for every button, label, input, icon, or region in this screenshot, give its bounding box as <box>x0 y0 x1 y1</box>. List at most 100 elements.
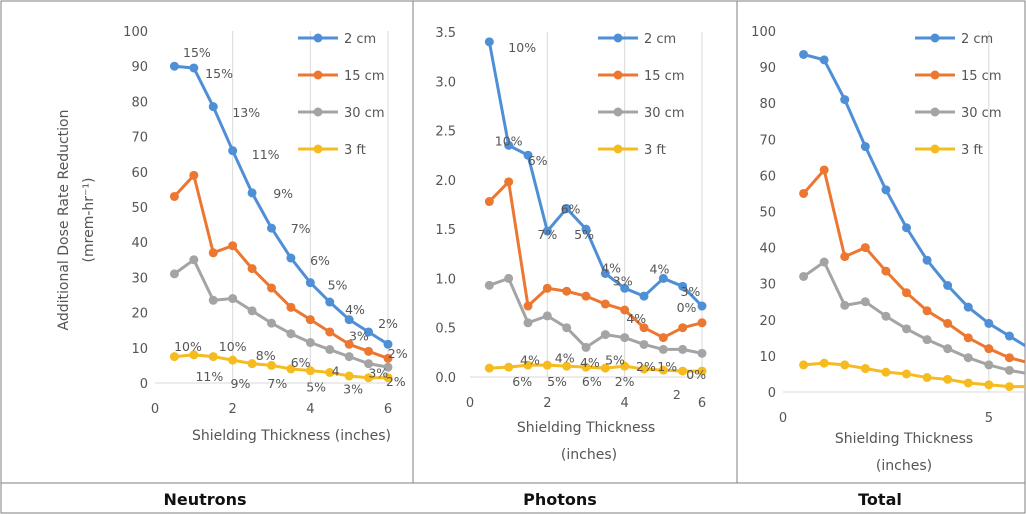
chart-neutrons: 0 10 20 30 40 50 60 70 80 90 100 0 2 4 6 Shielding Thic… <box>56 25 408 444</box>
data-point <box>344 315 354 325</box>
data-point <box>325 345 335 355</box>
data-label: 2% <box>386 374 406 389</box>
data-point <box>267 283 276 293</box>
data-point <box>840 252 850 262</box>
data-label: 6% <box>528 153 548 168</box>
data-label: 6% <box>561 201 581 216</box>
data-point <box>819 257 829 267</box>
data-point <box>484 363 494 373</box>
data-label: 3% <box>680 284 700 299</box>
data-point <box>620 305 630 315</box>
x-axis-title: Shielding Thickness <box>835 431 973 447</box>
data-point <box>169 61 179 71</box>
data-point <box>267 318 276 328</box>
plot-area <box>484 37 707 376</box>
data-point <box>600 269 610 278</box>
legend-label: 15 cm <box>644 69 685 84</box>
data-point <box>963 378 973 388</box>
y-tick-label: 20 <box>759 314 776 329</box>
data-point <box>247 188 257 198</box>
data-point <box>799 188 809 198</box>
data-label: 2 <box>673 387 681 402</box>
data-point <box>963 333 973 343</box>
y-tick-label: 50 <box>759 206 776 221</box>
y-tick-label: 70 <box>759 133 776 148</box>
data-point <box>286 364 296 374</box>
data-point <box>383 339 393 349</box>
data-point <box>943 281 953 291</box>
data-point <box>542 226 552 236</box>
data-point <box>840 300 850 310</box>
data-point <box>247 359 257 369</box>
data-point <box>228 355 238 365</box>
data-point <box>364 373 374 383</box>
y-tick-label: 80 <box>759 97 776 112</box>
data-point <box>881 185 891 195</box>
data-point <box>600 363 610 373</box>
y-tick-label: 10 <box>131 342 148 357</box>
data-point <box>228 146 238 156</box>
data-point <box>620 361 630 371</box>
data-point <box>581 342 591 352</box>
data-point <box>364 346 374 356</box>
x-axis-title-line2: (inches) <box>561 447 617 463</box>
data-point <box>1004 382 1014 392</box>
x-tick-label: 6 <box>384 402 392 417</box>
data-point <box>678 281 688 291</box>
data-label: 9% <box>231 376 251 391</box>
data-point <box>504 362 514 372</box>
y-tick-label: 2.5 <box>435 125 456 140</box>
caption-neutrons: Neutrons <box>163 490 246 509</box>
data-point <box>228 294 238 304</box>
legend-label: 2 cm <box>961 32 993 47</box>
y-tick-label: 0.0 <box>435 371 456 386</box>
data-point <box>881 311 891 321</box>
data-point <box>697 366 707 376</box>
y-tick-label: 30 <box>131 271 148 286</box>
data-point <box>562 286 572 296</box>
data-point <box>286 253 296 263</box>
legend-label: 30 cm <box>961 106 1002 121</box>
x-axis-title: Shielding Thickness <box>517 420 655 436</box>
data-point <box>943 344 953 354</box>
data-point <box>305 315 315 325</box>
x-tick-label: 5 <box>985 411 993 426</box>
y-tick-label: 10 <box>759 350 776 365</box>
y-tick-label: 100 <box>751 25 776 40</box>
y-tick-label: 20 <box>131 307 148 322</box>
y-tick-label: 0 <box>140 377 148 392</box>
data-point <box>344 352 354 362</box>
data-label: 4% <box>345 302 365 317</box>
data-point <box>658 273 668 283</box>
data-point <box>943 318 953 328</box>
data-point <box>484 280 494 290</box>
data-point <box>963 353 973 363</box>
x-tick-label: 4 <box>306 402 314 417</box>
legend-label: 30 cm <box>344 106 385 121</box>
data-point <box>562 203 572 213</box>
legend-swatch-marker <box>930 70 940 80</box>
data-point <box>364 327 374 337</box>
data-label: 4% <box>650 262 670 277</box>
data-label: 10% <box>174 339 202 354</box>
y-tick-label: 1.0 <box>435 272 456 287</box>
annotation-layer: 10%10%6%6%7% 5%4%3%4%3%0%4%4% 4% 4% 5% 2% 1%0%… <box>495 40 706 402</box>
data-label: 2% <box>378 316 398 331</box>
data-label: 0% <box>677 300 697 315</box>
data-label: 5% <box>605 352 625 367</box>
data-point <box>383 353 393 363</box>
data-point <box>799 49 809 59</box>
y-tick-label: 30 <box>759 278 776 293</box>
data-point <box>922 255 932 265</box>
y-tick-label: 60 <box>759 169 776 184</box>
plot-area <box>799 49 1025 392</box>
data-point <box>984 344 994 354</box>
legend-label: 15 cm <box>344 69 385 84</box>
data-point <box>860 142 870 152</box>
data-label: 6% <box>582 374 602 389</box>
data-label: 5% <box>574 227 594 242</box>
data-point <box>639 364 649 374</box>
data-label: 10% <box>219 339 247 354</box>
data-point <box>305 338 315 348</box>
legend-swatch-marker <box>930 144 940 154</box>
